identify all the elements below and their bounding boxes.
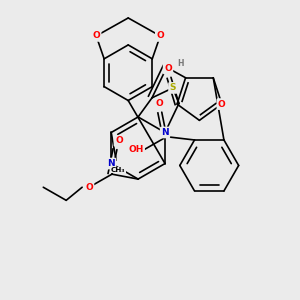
Text: N: N	[161, 128, 169, 137]
Text: N: N	[107, 159, 115, 168]
Text: O: O	[156, 99, 164, 108]
Text: O: O	[115, 136, 123, 145]
Text: O: O	[85, 183, 93, 192]
Text: O: O	[92, 32, 100, 40]
Text: H: H	[177, 59, 184, 68]
Text: O: O	[156, 32, 164, 40]
Text: S: S	[169, 83, 176, 92]
Text: O: O	[218, 100, 226, 109]
Text: CH₃: CH₃	[111, 167, 125, 173]
Text: OH: OH	[128, 145, 144, 154]
Text: O: O	[164, 64, 172, 73]
